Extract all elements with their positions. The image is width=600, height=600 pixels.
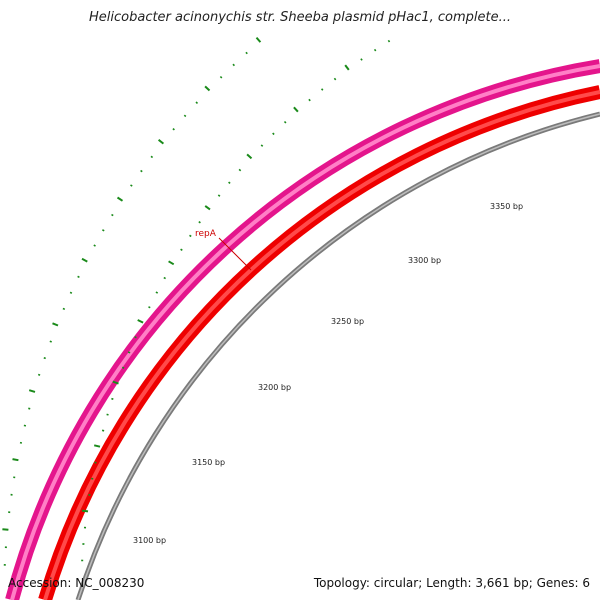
minor-tick [219,75,223,79]
tick-label-3350: 3350 bp [490,202,523,211]
reverse-track-highlight [43,90,600,600]
major-tick [52,322,59,327]
minor-tick [127,351,131,354]
major-tick [204,85,211,92]
minor-tick [183,114,187,118]
minor-tick [217,194,221,197]
outer-tick-ring [2,36,262,566]
major-tick [204,205,211,211]
minor-tick [23,424,27,427]
forward-track-outline [3,57,600,600]
minor-tick [140,169,143,173]
tick-labels: 3100 bp 3150 bp 3200 bp 3250 bp 3300 bp … [133,202,523,545]
major-tick [255,36,262,43]
minor-tick [111,397,114,400]
reverse-gene-track [38,85,600,600]
major-tick [168,260,175,266]
major-tick [116,196,124,202]
minor-tick [238,168,242,172]
minor-tick [189,234,192,238]
minor-tick [172,127,175,131]
major-tick [2,528,9,531]
minor-tick [373,48,377,52]
minor-tick [272,132,275,136]
minor-tick [308,98,311,102]
major-tick [157,139,165,145]
minor-tick [155,291,159,294]
minor-tick [106,413,109,416]
minor-tick [198,220,201,224]
minor-tick [37,373,41,376]
minor-tick [49,340,52,343]
minor-tick [228,181,231,185]
minor-tick [121,366,125,369]
minor-tick [93,244,96,247]
minor-tick [101,429,105,432]
minor-tick [134,336,137,339]
minor-tick [360,58,363,61]
major-tick [246,153,253,160]
forward-track [5,59,600,600]
minor-tick [333,77,337,81]
major-tick [81,257,88,263]
major-tick [28,389,36,393]
forward-gene-track [3,57,600,600]
tick-label-3300: 3300 bp [408,256,441,265]
minor-tick [283,120,287,124]
tick-label-3150: 3150 bp [192,458,225,467]
backbone-ring [75,111,600,600]
minor-tick [163,276,166,280]
tick-label-3200: 3200 bp [258,383,291,392]
major-tick [12,458,19,462]
gene-label-repA: repA [195,229,252,271]
minor-tick [62,307,66,311]
forward-track-highlight [10,64,600,600]
tick-label-3100: 3100 bp [133,536,166,545]
major-tick [81,509,89,513]
minor-tick [43,357,46,360]
minor-tick [69,291,73,294]
minor-tick [320,88,324,91]
major-tick [137,319,144,324]
map-title: Helicobacter acinonychis str. Sheeba pla… [89,10,511,25]
minor-tick [260,144,264,147]
inner-tick-ring [81,39,391,562]
major-tick [93,444,101,448]
minor-tick [102,229,105,232]
accession-text: Accession: NC_008230 [8,576,145,590]
tick-label-3250: 3250 bp [331,317,364,326]
minor-tick [245,51,248,55]
repA-label: repA [195,229,217,239]
minor-tick [28,407,31,410]
major-tick [112,380,119,385]
minor-tick [387,39,391,43]
minor-tick [195,101,199,104]
major-tick [293,106,299,113]
repA-label-line [218,237,252,271]
minor-tick [232,63,235,67]
minor-tick [77,275,80,279]
minor-tick [148,306,151,309]
minor-tick [150,155,154,159]
minor-tick [180,248,183,251]
topology-info: Topology: circular; Length: 3,661 bp; Ge… [313,576,590,590]
backbone-highlight [77,113,600,600]
minor-tick [130,184,133,187]
major-tick [344,64,350,71]
minor-tick [111,213,114,217]
backbone [75,111,600,600]
